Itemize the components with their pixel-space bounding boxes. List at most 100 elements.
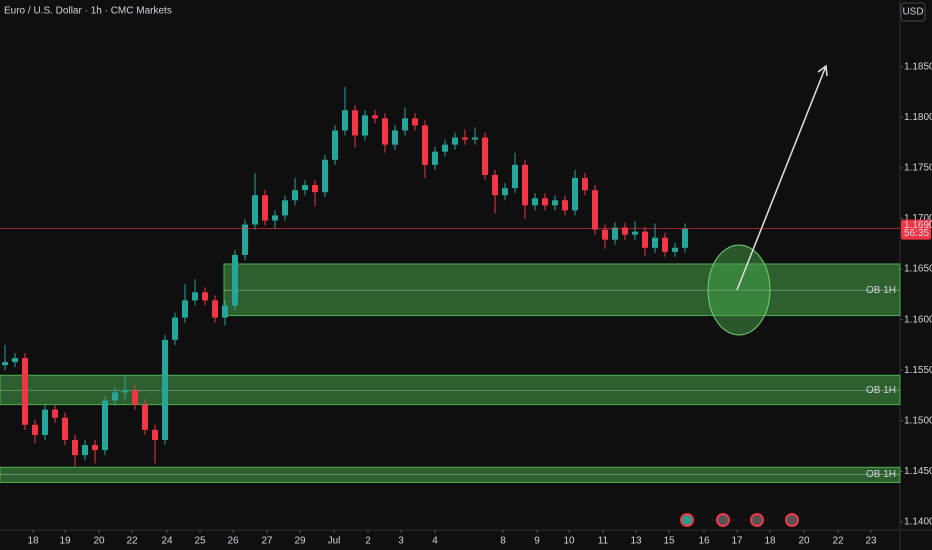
candle-body (462, 137, 468, 140)
candle-body (252, 195, 258, 225)
event-icon[interactable] (716, 513, 730, 527)
candle-body (422, 125, 428, 165)
y-tick-label: 1.17000 (904, 213, 932, 224)
x-tick-label: 13 (630, 536, 642, 547)
candle-body (12, 358, 18, 363)
event-icon[interactable] (785, 513, 799, 527)
x-tick-label: 23 (865, 536, 877, 547)
candle-body (522, 164, 528, 206)
zone-label: OB 1H (866, 469, 896, 480)
x-tick-label: 25 (194, 536, 206, 547)
x-tick-label: 3 (398, 536, 404, 547)
x-tick-label: 4 (432, 536, 438, 547)
event-icon[interactable] (680, 513, 694, 527)
candle-body (482, 137, 488, 175)
x-tick-label: 10 (563, 536, 575, 547)
candle-body (322, 159, 328, 193)
candle-body (392, 130, 398, 145)
last-price-tag (901, 219, 931, 240)
candle-body (242, 224, 248, 255)
candle-body (642, 231, 648, 248)
candle-body (32, 424, 38, 435)
candle-body (152, 429, 158, 440)
x-tick-label: 26 (227, 536, 239, 547)
candle-body (222, 305, 228, 318)
y-tick-label: 1.16500 (904, 264, 932, 275)
candle-body (572, 178, 578, 211)
candle-body (412, 118, 418, 126)
y-tick-label: 1.17500 (904, 163, 932, 174)
candle-body (272, 215, 278, 221)
candle-body (362, 115, 368, 136)
x-tick-label: 9 (534, 536, 540, 547)
candle-body (62, 417, 68, 440)
candle-body (82, 445, 88, 456)
x-tick-label: 19 (59, 536, 71, 547)
candle-body (682, 228, 688, 248)
candle-body (42, 409, 48, 435)
candle-body (352, 110, 358, 136)
x-tick-label: 2 (365, 536, 371, 547)
chart-title: Euro / U.S. Dollar · 1h · CMC Markets (4, 6, 172, 17)
x-tick-label: 18 (764, 536, 776, 547)
candle-body (212, 300, 218, 318)
event-icons (680, 513, 799, 527)
projection-arrow (736, 65, 827, 291)
candle-body (162, 339, 168, 440)
candle-body (442, 144, 448, 152)
currency[interactable]: USD (902, 7, 923, 18)
candle-body (172, 317, 178, 340)
candle-body (342, 110, 348, 131)
candle-body (532, 198, 538, 206)
candle-body (332, 130, 338, 160)
order-block-zone (0, 374, 901, 406)
zone-label: OB 1H (866, 385, 896, 396)
target-ellipse (707, 244, 771, 336)
y-tick-label: 1.16000 (904, 314, 932, 325)
candle-body (672, 247, 678, 252)
candle-body (402, 118, 408, 131)
candle-body (312, 185, 318, 193)
candle-body (282, 200, 288, 216)
y-tick-label: 1.18500 (904, 61, 932, 72)
x-tick-label: 17 (731, 536, 743, 547)
candle-body (202, 292, 208, 301)
candle-body (52, 409, 58, 418)
candle-body (182, 300, 188, 318)
candle-body (542, 198, 548, 206)
candle-body (652, 237, 658, 248)
candle-body (92, 445, 98, 451)
candle-body (512, 164, 518, 189)
candle-body (592, 190, 598, 230)
candle-body (472, 137, 478, 140)
order-block-zone (0, 466, 901, 483)
x-tick-label: 15 (663, 536, 675, 547)
candle-body (192, 292, 198, 301)
candle-body (452, 137, 458, 145)
candle-body (2, 362, 8, 366)
x-tick-label: 22 (126, 536, 138, 547)
candle-body (602, 229, 608, 240)
candle-body (562, 200, 568, 211)
candle-body (132, 390, 138, 405)
candle-body (432, 151, 438, 165)
candle-body (552, 200, 558, 206)
candle-body (142, 404, 148, 430)
event-icon[interactable] (750, 513, 764, 527)
candle-body (232, 254, 238, 306)
x-tick-label: 27 (261, 536, 273, 547)
candle-body (262, 195, 268, 221)
y-tick-label: 1.15000 (904, 415, 932, 426)
currency-button[interactable] (900, 2, 926, 22)
y-tick-label: 1.15500 (904, 365, 932, 376)
candle-body (382, 118, 388, 145)
candle-body (122, 390, 128, 393)
candle-body (372, 115, 378, 119)
candle-body (72, 439, 78, 456)
x-tick-label: 18 (27, 536, 39, 547)
x-tick-label: Jul (328, 536, 341, 547)
candle-body (502, 188, 508, 196)
order-block-zone (223, 263, 901, 317)
